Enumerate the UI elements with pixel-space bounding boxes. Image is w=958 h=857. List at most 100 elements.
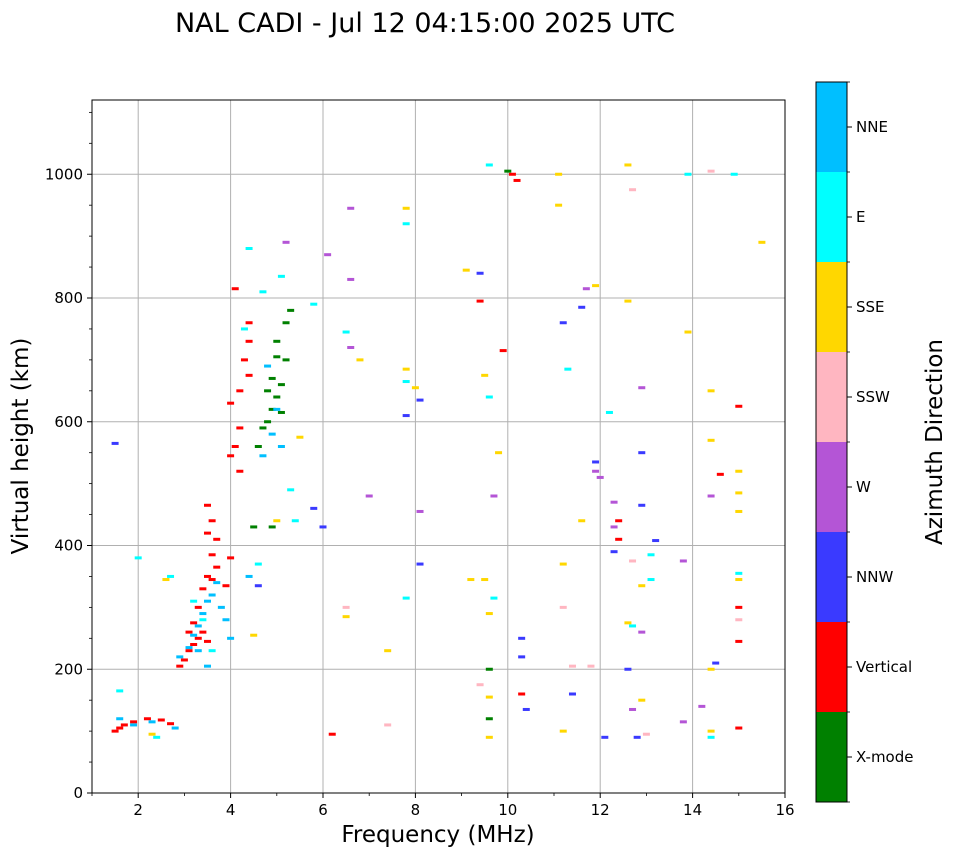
data-point-nne: [130, 723, 138, 727]
data-point-w: [638, 630, 646, 634]
data-point-nne: [194, 649, 202, 653]
data-point-vertical: [116, 726, 124, 730]
colorbar-label: Azimuth Direction: [922, 339, 948, 545]
colorbar: X-mode Vertical NNW W SSW SSE E NNE: [815, 81, 913, 803]
data-point-vertical: [236, 469, 244, 473]
data-point-nne: [245, 574, 253, 578]
data-point-nnw: [652, 539, 660, 543]
data-point-e: [116, 689, 124, 693]
data-point-vertical: [111, 729, 119, 733]
data-point-vertical: [513, 178, 521, 182]
data-point-nne: [264, 364, 272, 368]
data-point-ssw: [559, 605, 567, 609]
data-point-e: [647, 553, 655, 557]
data-point-x-mode: [268, 376, 276, 380]
x-axis-label: Frequency (MHz): [341, 822, 534, 848]
data-point-ssw: [629, 559, 637, 563]
data-point-vertical: [208, 519, 216, 523]
data-point-sse: [481, 373, 489, 377]
data-point-ssw: [342, 605, 350, 609]
data-point-sse: [624, 299, 632, 303]
data-point-sse: [462, 268, 470, 272]
data-point-nnw: [624, 667, 632, 671]
data-point-nne: [194, 624, 202, 628]
data-point-vertical: [167, 722, 175, 726]
data-point-e: [153, 735, 161, 739]
x-tick-label: 4: [226, 801, 236, 819]
plot-background: [92, 100, 785, 793]
data-point-vertical: [204, 639, 211, 643]
colorbar-tick-label: Vertical: [856, 658, 912, 676]
y-axis-label: Virtual height (km): [8, 338, 34, 555]
data-point-nnw: [518, 636, 526, 640]
data-point-vertical: [190, 643, 198, 646]
data-point-sse: [342, 615, 350, 619]
x-tick-label: 8: [411, 801, 421, 819]
data-point-vertical: [735, 404, 743, 408]
colorbar-tick-label: SSE: [856, 298, 885, 316]
data-point-sse: [481, 578, 489, 582]
data-point-e: [485, 395, 493, 399]
data-point-w: [610, 525, 618, 529]
data-point-sse: [250, 633, 258, 637]
y-tick-label: 800: [54, 289, 83, 307]
data-point-e: [342, 330, 350, 334]
data-point-x-mode: [273, 395, 281, 399]
colorbar-tick-label: SSW: [856, 388, 890, 406]
data-point-nnw: [601, 735, 609, 739]
data-point-e: [287, 488, 295, 492]
colorbar-segment-x-mode: [816, 712, 847, 802]
data-point-vertical: [199, 630, 207, 634]
data-point-nnw: [592, 460, 600, 464]
data-point-vertical: [231, 287, 239, 291]
data-point-vertical: [236, 426, 244, 430]
data-point-vertical: [213, 565, 221, 569]
y-tick-label: 0: [73, 784, 83, 802]
data-point-sse: [273, 519, 281, 523]
data-point-e: [310, 302, 318, 306]
data-point-vertical: [227, 556, 235, 560]
data-point-nnw: [712, 661, 720, 665]
data-point-vertical: [735, 726, 743, 730]
data-point-nne: [222, 618, 230, 622]
data-point-vertical: [194, 605, 202, 609]
data-point-sse: [555, 203, 563, 207]
colorbar-tick-label: W: [856, 478, 871, 496]
data-point-x-mode: [282, 321, 290, 325]
data-point-vertical: [130, 720, 138, 724]
data-point-sse: [402, 367, 410, 371]
data-point-x-mode: [264, 389, 272, 393]
data-point-w: [592, 469, 600, 473]
data-point-x-mode: [259, 426, 267, 430]
data-point-nne: [208, 593, 216, 597]
data-point-sse: [148, 732, 156, 736]
data-point-sse: [495, 451, 503, 455]
x-tick-label: 12: [591, 801, 610, 819]
x-tick-label: 14: [683, 801, 702, 819]
data-point-vertical: [499, 349, 507, 353]
data-point-sse: [638, 584, 646, 588]
data-point-sse: [735, 469, 743, 473]
data-point-e: [190, 599, 198, 603]
data-point-x-mode: [287, 308, 295, 312]
data-point-x-mode: [273, 339, 281, 343]
data-point-ssw: [384, 723, 392, 727]
data-point-w: [638, 386, 646, 390]
data-point-nnw: [610, 550, 618, 554]
data-point-ssw: [707, 169, 715, 173]
data-point-e: [564, 367, 572, 371]
colorbar-segment-w: [816, 442, 847, 532]
data-point-nne: [204, 599, 211, 603]
data-point-sse: [707, 438, 715, 442]
data-point-nnw: [522, 707, 530, 711]
data-point-w: [416, 509, 424, 513]
data-point-vertical: [615, 519, 623, 523]
y-tick-label: 1000: [45, 165, 83, 183]
data-point-w: [596, 475, 604, 479]
data-point-w: [629, 707, 637, 711]
data-point-ssw: [642, 732, 650, 736]
x-tick-label: 10: [498, 801, 517, 819]
colorbar-segment-nne: [816, 82, 847, 172]
data-point-sse: [624, 163, 632, 167]
data-point-nnw: [559, 321, 567, 325]
